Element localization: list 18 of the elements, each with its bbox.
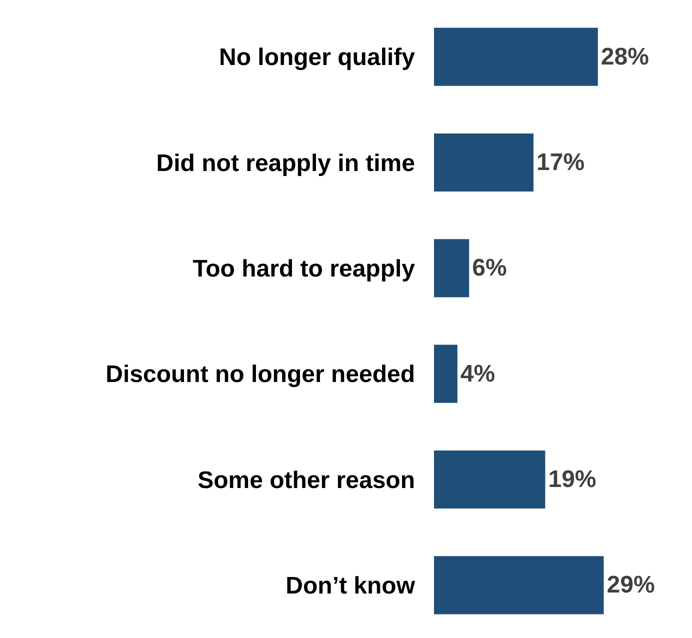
data-label: 6% — [472, 254, 507, 282]
y-tick-label: Don’t know — [286, 572, 416, 600]
data-label: 29% — [606, 572, 655, 599]
data-label: 17% — [536, 149, 585, 176]
data-label: 28% — [600, 43, 649, 70]
data-label: 19% — [548, 466, 596, 493]
y-tick-label: Too hard to reapply — [192, 256, 416, 283]
y-tick-label: Some other reason — [198, 466, 415, 494]
bar — [434, 556, 604, 614]
bar — [434, 344, 458, 403]
bar — [434, 450, 546, 509]
bar — [434, 239, 470, 298]
data-label: 4% — [460, 360, 496, 388]
bar — [434, 133, 534, 192]
bar — [434, 28, 598, 86]
y-tick-label: No longer qualify — [218, 44, 416, 72]
y-tick-label: Did not reapply in time — [156, 150, 415, 177]
y-tick-label: Discount no longer needed — [106, 361, 415, 388]
